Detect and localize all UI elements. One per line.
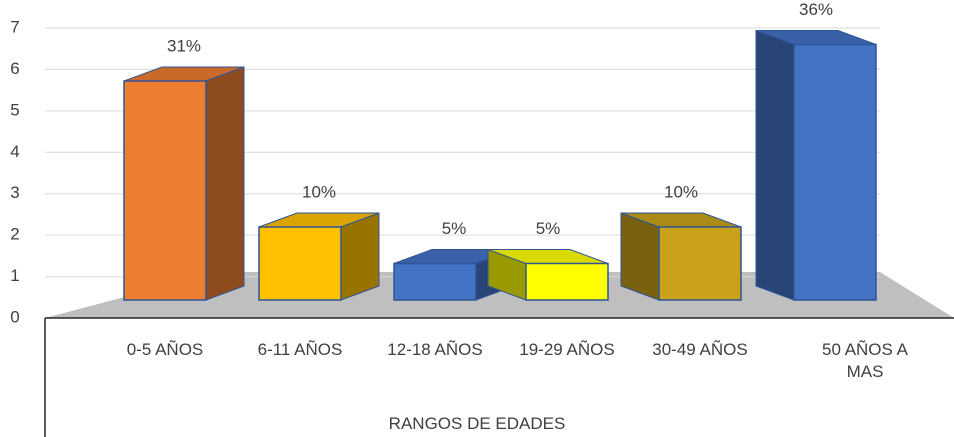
bar-front (658, 226, 742, 301)
bar-front (123, 80, 207, 301)
value-label: 31% (167, 36, 201, 55)
bar-front (258, 226, 342, 301)
y-tick-label: 3 (10, 183, 19, 202)
y-tick-label: 6 (10, 59, 19, 78)
x-tick-label: 30-49 AÑOS (652, 340, 748, 359)
bar-side (205, 66, 245, 301)
value-label: 10% (302, 182, 336, 201)
bar-side (340, 212, 380, 301)
x-tick-label: 6-11 AÑOS (257, 340, 343, 359)
value-label: 5% (442, 219, 467, 238)
y-tick-label: 0 (10, 307, 19, 326)
x-tick-label: 19-29 AÑOS (519, 340, 615, 359)
value-label: 5% (536, 219, 561, 238)
bar-side (755, 29, 795, 301)
bar (755, 29, 877, 301)
bar (258, 212, 380, 301)
y-tick-label: 5 (10, 100, 19, 119)
bar-front (793, 43, 877, 301)
value-label: 36% (799, 0, 833, 19)
x-tick-label: 50 AÑOS A MAS (822, 340, 908, 381)
x-tick-label: 0-5 AÑOS (126, 340, 204, 359)
y-tick-label: 4 (10, 142, 19, 161)
y-tick-label: 1 (10, 266, 19, 285)
x-tick-label: 12-18 AÑOS (387, 340, 483, 359)
bar (123, 66, 245, 301)
value-label: 10% (664, 182, 698, 201)
bar-front (393, 262, 477, 301)
bar-side (620, 212, 660, 301)
y-tick-label: 7 (10, 17, 19, 36)
bar-front (525, 262, 609, 301)
bar (487, 248, 609, 301)
bar (620, 212, 742, 301)
y-tick-label: 2 (10, 225, 19, 244)
x-axis-title: RANGOS DE EDADES (388, 414, 566, 433)
